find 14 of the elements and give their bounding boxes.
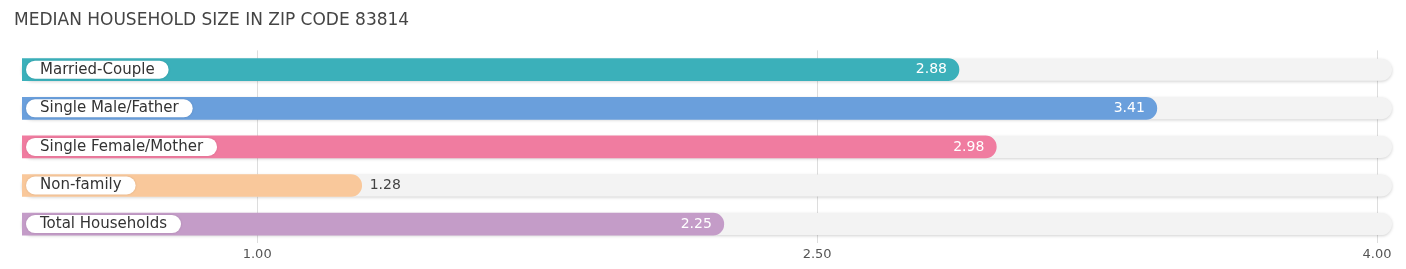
- x-tick-label: 1.00: [242, 245, 272, 261]
- data-label: 2.25: [680, 214, 712, 231]
- x-tick-label: 4.00: [1362, 245, 1392, 261]
- data-label: 1.28: [369, 176, 401, 193]
- y-tick-label: Single Male/Father: [40, 98, 180, 117]
- y-tick-label: Total Households: [39, 213, 168, 232]
- chart-title: MEDIAN HOUSEHOLD SIZE IN ZIP CODE 83814: [14, 8, 410, 29]
- x-tick-label: 2.50: [802, 245, 832, 261]
- y-tick-label: Non-family: [40, 175, 122, 194]
- data-label: 2.98: [953, 137, 985, 154]
- y-tick-label: Married-Couple: [40, 59, 155, 78]
- data-label: 3.41: [1113, 98, 1145, 115]
- y-tick-label: Single Female/Mother: [40, 136, 204, 155]
- data-label: 2.88: [915, 60, 947, 77]
